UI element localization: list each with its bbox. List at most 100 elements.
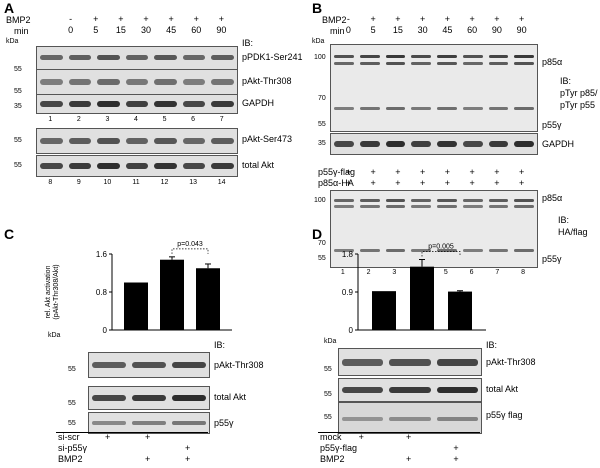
panel-d-blot-pakt308 [338, 348, 482, 376]
blot-band [488, 62, 509, 65]
panel-b-marker-55b: 55 [318, 255, 326, 262]
panel-b-p55g-top: p55γ [542, 120, 562, 130]
plus-sign: + [444, 167, 451, 177]
panel-a-kda: kDa [6, 38, 19, 45]
lane-number: 6 [191, 116, 196, 123]
plus-sign: + [469, 178, 475, 188]
blot-band [211, 138, 234, 144]
panel-b-p55g-bottom: p55γ [542, 254, 562, 264]
panel-c-cond-2-label: si-p55γ [58, 443, 88, 453]
blot-band [359, 55, 380, 58]
time-label: 5 [93, 25, 99, 35]
blot-band [436, 417, 478, 421]
blot-band [385, 62, 406, 65]
blot-band [125, 55, 149, 60]
blot-band [334, 205, 354, 208]
blot-band [514, 205, 534, 208]
blot-band [211, 55, 234, 60]
blot-band [154, 101, 177, 107]
blot-band [514, 55, 534, 58]
y-tick-label: 1.8 [342, 250, 354, 259]
time-label: 45 [442, 25, 453, 35]
panel-b-bmp2-signs: - + + + + + + + [336, 14, 534, 24]
panel-d-kda: kDa [324, 338, 337, 345]
blot-band [92, 421, 126, 425]
bar [160, 259, 184, 330]
blot-band [514, 107, 534, 110]
blot-band [359, 199, 380, 202]
panel-b-marker-55: 55 [318, 121, 326, 128]
lane-number: 7 [219, 116, 224, 123]
panel-a-blot-total-akt [36, 155, 238, 177]
blot-band [125, 138, 149, 144]
blot-band [462, 107, 483, 110]
lane-number: 14 [217, 179, 226, 186]
panel-d-cond-3-label: BMP2 [320, 454, 345, 464]
panel-c-label-pakt308: pAkt-Thr308 [214, 360, 264, 370]
time-label: 5 [370, 25, 376, 35]
y-tick-label: 0 [103, 326, 108, 335]
bar [196, 268, 220, 330]
bmp2-sign: + [93, 14, 99, 24]
lane-number: 6 [469, 269, 474, 276]
panel-b-bmp2-label: BMP2 [322, 15, 347, 25]
panel-a-label-pakt308: pAkt-Thr308 [242, 76, 292, 86]
panel-a-bmp2-label: BMP2 [6, 15, 31, 25]
blot-band [40, 79, 63, 85]
blot-band [514, 62, 534, 65]
lane-number: 1 [340, 269, 345, 276]
blot-band [385, 107, 406, 110]
panel-b-time-labels: 0 5 15 30 45 60 90 90 [336, 25, 534, 35]
y-tick-label: 1.6 [96, 250, 108, 259]
panel-c-cond-1-label: si-scr [58, 432, 80, 442]
blot-band [385, 55, 406, 58]
panel-c-letter: C [4, 226, 15, 242]
lane-number: 13 [189, 179, 197, 186]
blot-band [97, 55, 120, 60]
blot-band [182, 79, 206, 85]
condition-sign: + [453, 443, 459, 453]
blot-band [411, 205, 431, 208]
panel-d-marker-2: 55 [324, 391, 332, 398]
panel-b-ib-bottom-1: IB: [558, 215, 570, 225]
panel-b-marker-70b: 70 [318, 240, 326, 247]
significance-bracket [171, 248, 209, 254]
panel-a-blot-pakt308 [36, 69, 238, 95]
time-label: 60 [467, 25, 478, 35]
blot-band [462, 205, 483, 208]
panel-d-cond-signs: + + + + + [338, 432, 480, 468]
panel-c-blot-total-akt [88, 386, 210, 410]
panel-c-cond-3-label: BMP2 [58, 454, 83, 464]
blot-band [437, 249, 457, 252]
blot-band [514, 249, 534, 252]
lane-number: 8 [521, 269, 526, 276]
blot-band [359, 205, 380, 208]
blot-band [334, 199, 354, 202]
condition-sign: + [185, 443, 191, 453]
panel-a-min-label: min [14, 26, 29, 36]
blot-band [411, 55, 431, 58]
blot-band [182, 101, 206, 107]
panel-a-label-gapdh: GAPDH [242, 98, 275, 108]
bmp2-sign: + [519, 14, 525, 24]
blot-band [437, 141, 457, 147]
blot-band [437, 205, 457, 208]
bmp2-sign: + [143, 14, 149, 24]
blot-band [40, 55, 63, 60]
bmp2-sign: + [469, 14, 475, 24]
blot-band [68, 55, 92, 60]
panel-a-letter: A [4, 0, 15, 16]
blot-band [154, 138, 177, 144]
panel-a-blot-ppdk1 [36, 46, 238, 70]
lane-number: 10 [103, 179, 112, 186]
panel-c-blot-p55g [88, 412, 210, 434]
panel-d-marker-3: 55 [324, 414, 332, 421]
panel-a-ib: IB: [242, 38, 254, 48]
blot-band [385, 141, 406, 147]
panel-d-label-p55flag: p55γ flag [486, 410, 523, 420]
panel-d-blot-total-akt [338, 378, 482, 402]
panel-b-p55flag-signs: + + + + + + + + [336, 167, 534, 177]
blot-band [40, 138, 63, 144]
blot-band [334, 62, 354, 65]
blot-band [488, 249, 509, 252]
